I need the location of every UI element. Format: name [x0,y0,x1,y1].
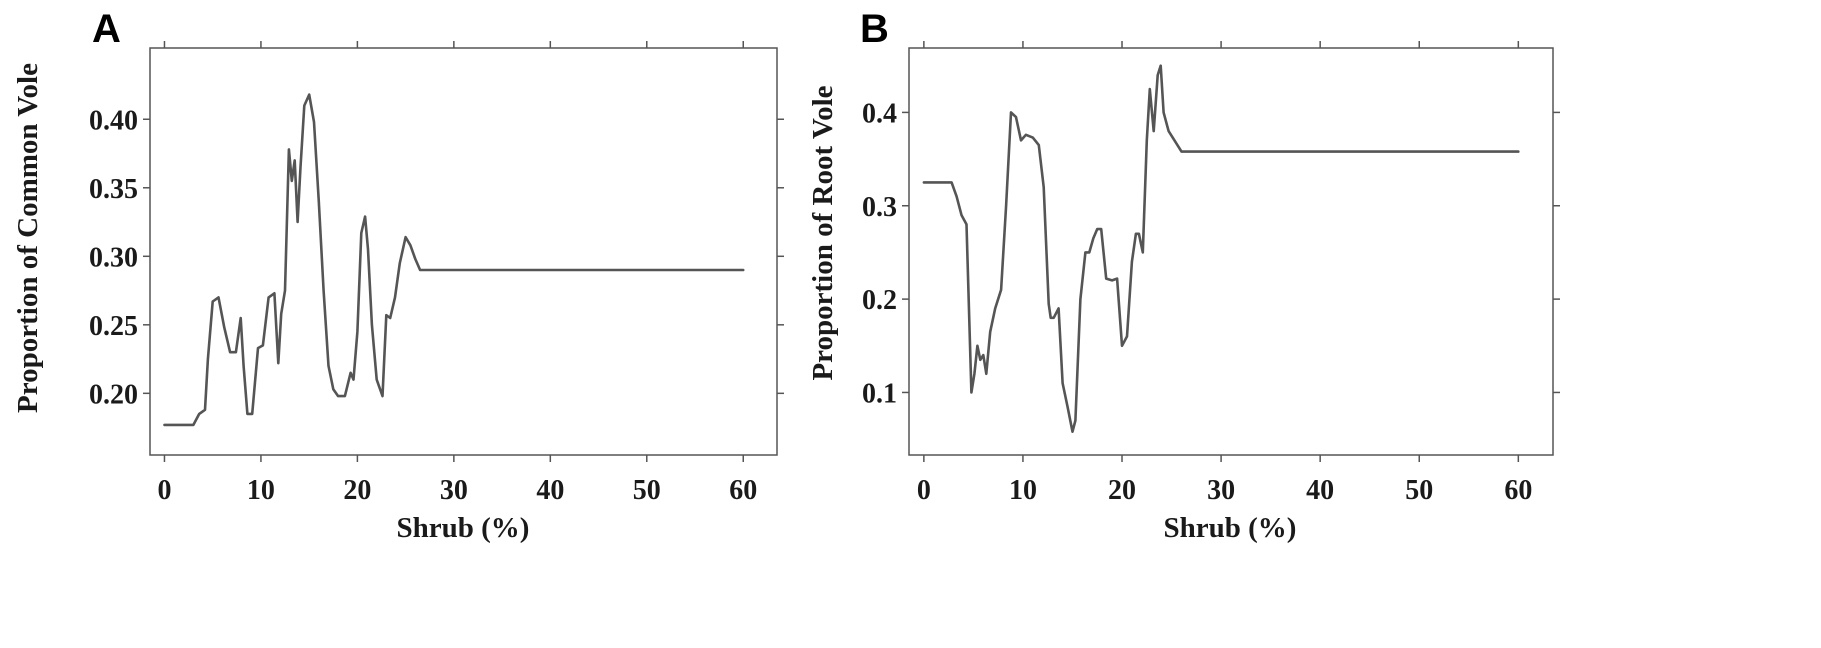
y-tick-label: 0.2 [862,285,897,316]
y-tick-label: 0.40 [89,105,138,136]
panel-letter-a: A [92,7,121,51]
x-tick-label: 60 [1504,475,1532,506]
series-line [163,93,745,427]
ticks-a [143,41,784,462]
x-tick-label: 50 [1405,475,1433,506]
x-tick-label: 30 [440,475,468,506]
y-tick-label: 0.20 [89,379,138,410]
x-tick-label: 10 [1009,475,1037,506]
ticks-b [902,41,1560,462]
plot-frame-b [908,47,1554,456]
x-tick-label: 60 [729,475,757,506]
y-tick-labels-a: 0.20 0.25 0.30 0.35 0.40 [89,105,138,410]
y-axis-label-b: Proportion of Root Vole [807,85,839,380]
y-tick-label: 0.4 [862,98,897,129]
x-tick-label: 40 [1306,475,1334,506]
series-a [163,93,745,427]
panel-letter-b: B [860,7,889,51]
x-tick-label: 20 [1108,475,1136,506]
y-axis-label-a: Proportion of Common Vole [12,63,44,413]
series-line [922,64,1520,434]
chart-panel-a: A 0 10 20 30 40 50 60 0.20 0.25 0.30 0.35 0.40 Shr… [12,7,784,544]
x-axis-label-a: Shrub (%) [397,512,530,544]
plot-frame-a [149,47,778,456]
y-tick-label: 0.30 [89,242,138,273]
y-tick-label: 0.3 [862,192,897,223]
y-tick-label: 0.35 [89,174,138,205]
y-tick-label: 0.1 [862,378,897,409]
y-tick-label: 0.25 [89,311,138,342]
x-tick-label: 0 [157,475,171,506]
x-tick-labels-b: 0 10 20 30 40 50 60 [917,475,1532,506]
y-tick-labels-b: 0.1 0.2 0.3 0.4 [862,98,897,409]
x-axis-label-b: Shrub (%) [1164,512,1297,544]
x-tick-label: 20 [343,475,371,506]
x-tick-label: 40 [536,475,564,506]
x-tick-label: 30 [1207,475,1235,506]
x-tick-label: 10 [247,475,275,506]
chart-panel-b: B 0 10 20 30 40 50 60 0.1 0.2 0.3 0.4 Shrub (%) P… [807,7,1560,544]
x-tick-labels-a: 0 10 20 30 40 50 60 [157,475,757,506]
x-tick-label: 50 [633,475,661,506]
x-tick-label: 0 [917,475,931,506]
series-b [922,64,1520,434]
